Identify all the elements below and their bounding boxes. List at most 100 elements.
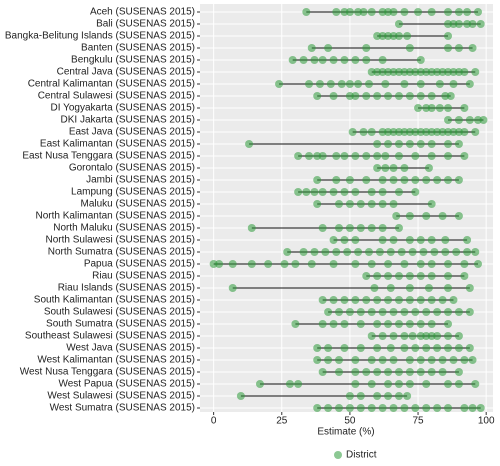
point (335, 308, 344, 316)
point (318, 320, 327, 328)
point (335, 356, 344, 364)
point (433, 404, 442, 412)
point (351, 296, 360, 304)
point (228, 284, 237, 292)
point (435, 80, 444, 88)
point (405, 140, 414, 148)
point (389, 164, 398, 172)
point (351, 260, 360, 268)
point (362, 176, 371, 184)
point (474, 8, 483, 16)
point (384, 272, 393, 280)
point (400, 80, 409, 88)
point (416, 296, 425, 304)
point (405, 320, 414, 328)
point (381, 80, 390, 88)
point (321, 248, 330, 256)
point (444, 32, 453, 40)
point (405, 92, 414, 100)
point (373, 152, 382, 160)
y-tick-label: Riau (SUSENAS 2015) (92, 271, 195, 282)
point (345, 392, 354, 400)
point (264, 260, 273, 268)
point (422, 212, 431, 220)
point (310, 56, 319, 64)
point (389, 332, 398, 340)
x-axis-title: Estimate (%) (317, 427, 374, 438)
point (329, 92, 338, 100)
point (433, 176, 442, 184)
point (378, 176, 387, 184)
point (427, 296, 436, 304)
point (228, 260, 237, 268)
point (362, 152, 371, 160)
point (384, 368, 393, 376)
y-tick-label: Central Java (SUSENAS 2015) (57, 67, 195, 78)
legend-key (334, 451, 342, 459)
point (444, 308, 453, 316)
point (414, 104, 423, 112)
point (313, 356, 322, 364)
point (367, 8, 376, 16)
point (454, 368, 463, 376)
y-tick-label: West Sumatra (SUSENAS 2015) (50, 403, 195, 414)
point (337, 80, 346, 88)
point (313, 200, 322, 208)
point (460, 104, 469, 112)
point (405, 236, 414, 244)
point (345, 8, 354, 16)
point (427, 8, 436, 16)
point (340, 152, 349, 160)
point (335, 404, 344, 412)
point (471, 128, 480, 136)
point (422, 176, 431, 184)
point (389, 404, 398, 412)
point (367, 128, 376, 136)
point (433, 344, 442, 352)
point (444, 116, 453, 124)
point (318, 368, 327, 376)
point (307, 260, 316, 268)
point (329, 260, 338, 268)
point (351, 188, 360, 196)
point (362, 272, 371, 280)
point (370, 284, 379, 292)
point (291, 260, 300, 268)
point (471, 380, 480, 388)
point (394, 152, 403, 160)
point (427, 356, 436, 364)
point (444, 8, 453, 16)
point (479, 116, 488, 124)
point (378, 308, 387, 316)
point (381, 164, 390, 172)
point (356, 392, 365, 400)
point (427, 200, 436, 208)
point (394, 224, 403, 232)
point (394, 392, 403, 400)
point (384, 140, 393, 148)
point (422, 380, 431, 388)
point (411, 152, 420, 160)
point (454, 176, 463, 184)
point (468, 20, 477, 28)
y-tick-label: South Kalimantan (SUSENAS 2015) (34, 295, 195, 306)
point (449, 296, 458, 304)
point (454, 212, 463, 220)
point (356, 200, 365, 208)
point (460, 356, 469, 364)
point (389, 356, 398, 364)
point (294, 188, 303, 196)
point (408, 248, 417, 256)
point (465, 116, 474, 124)
point (378, 332, 387, 340)
point (313, 176, 322, 184)
point (460, 152, 469, 160)
point (416, 320, 425, 328)
x-tick-label: 100 (478, 416, 495, 427)
point (405, 368, 414, 376)
legend-label: District (346, 450, 377, 461)
point (294, 380, 303, 388)
point (345, 176, 354, 184)
point (359, 128, 368, 136)
